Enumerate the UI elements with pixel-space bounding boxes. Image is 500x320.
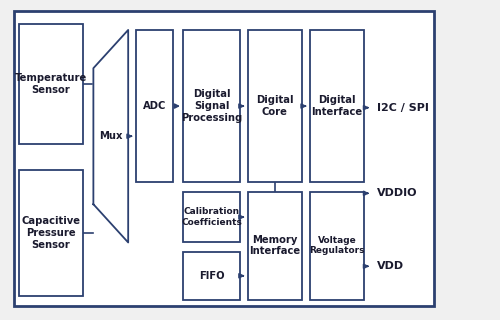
Text: I2C / SPI: I2C / SPI [377,103,428,113]
Text: Mux: Mux [99,131,122,141]
Text: ADC: ADC [142,101,166,111]
Text: Capacitive
Pressure
Sensor: Capacitive Pressure Sensor [22,216,80,250]
Text: VDDIO: VDDIO [377,188,418,198]
Text: Voltage
Regulators: Voltage Regulators [310,236,365,255]
Bar [136,30,173,182]
Text: Digital
Signal
Processing: Digital Signal Processing [181,90,242,123]
Text: FIFO: FIFO [198,271,224,281]
Bar [310,192,364,300]
Bar [248,192,302,300]
Bar [14,11,434,306]
Bar [183,252,240,300]
Polygon shape [94,30,128,243]
Bar [19,24,84,144]
Bar [310,30,364,182]
Text: Memory
Interface: Memory Interface [250,235,300,256]
Bar [248,30,302,182]
Bar [183,30,240,182]
Text: VDD: VDD [377,261,404,271]
Bar [183,192,240,243]
Text: Digital
Core: Digital Core [256,95,294,117]
Bar [19,170,84,296]
Text: Temperature
Sensor: Temperature Sensor [15,73,87,95]
Text: Digital
Interface: Digital Interface [312,95,362,117]
Text: Calibration
Coefficients: Calibration Coefficients [181,207,242,227]
